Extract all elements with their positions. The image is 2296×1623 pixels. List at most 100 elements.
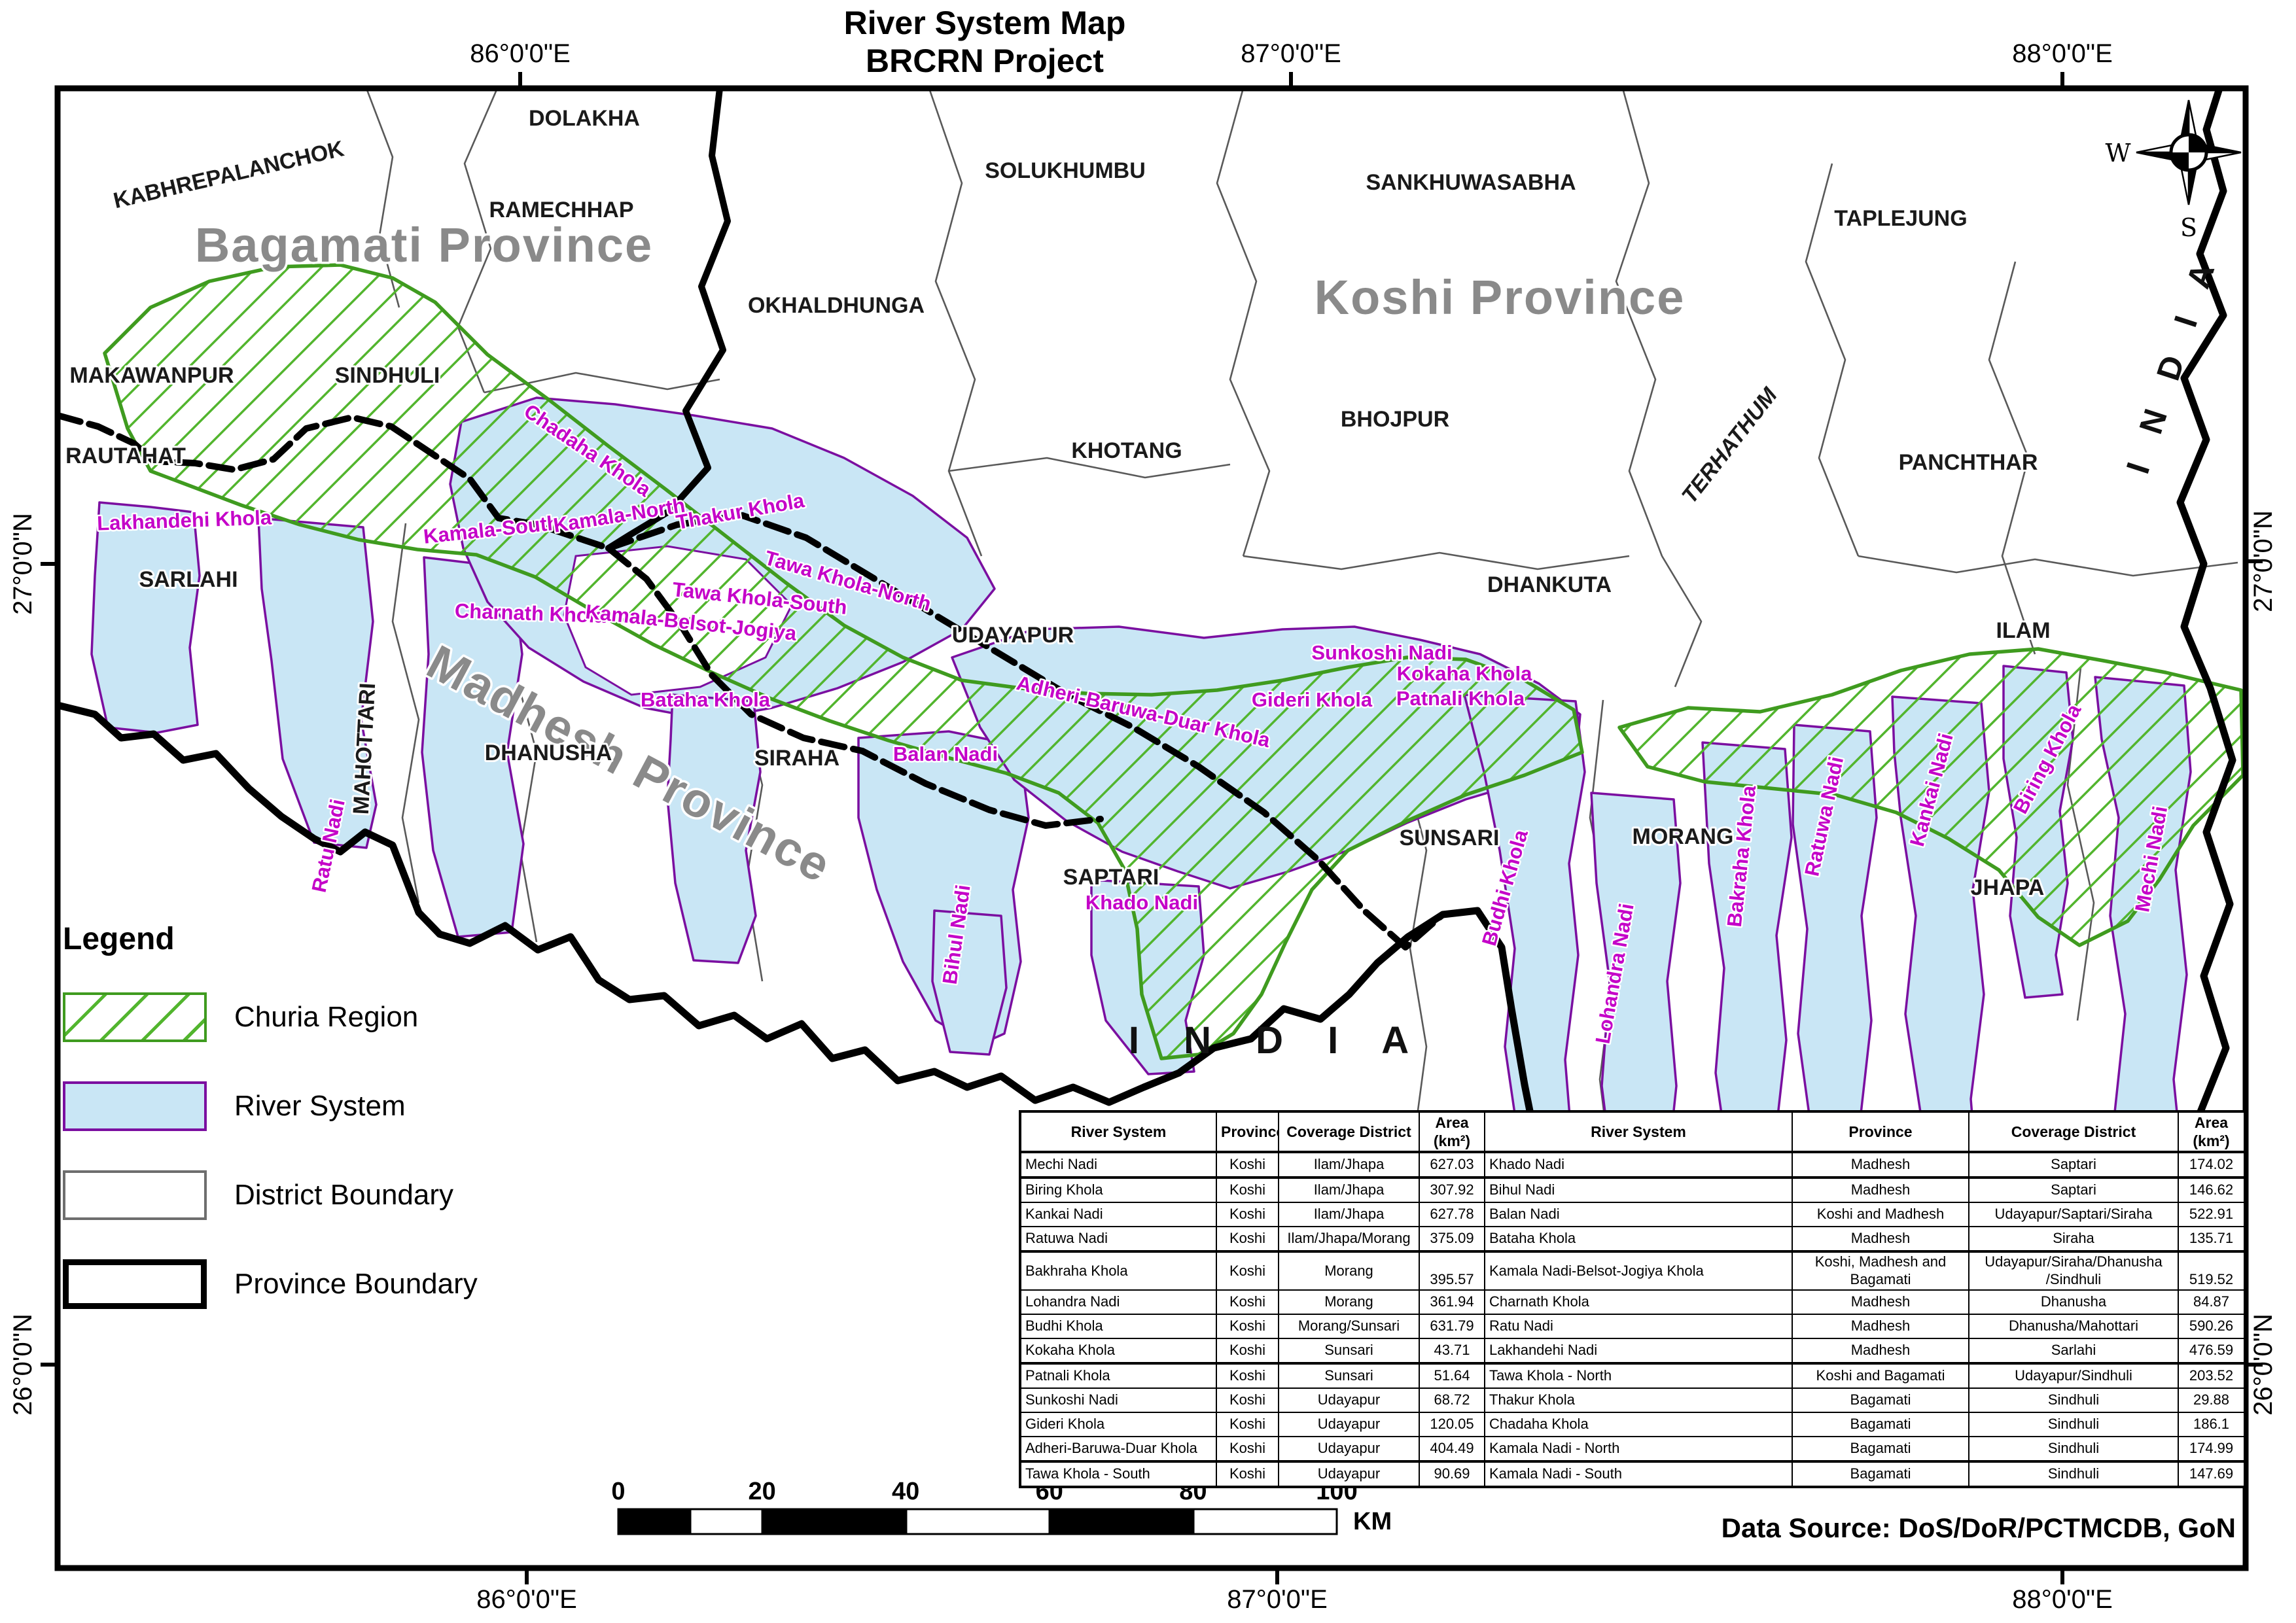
district-label: SIRAHA: [754, 746, 839, 771]
table-cell: 51.64: [1419, 1362, 1485, 1389]
table-row: Sunkoshi Nadi Koshi Udayapur 68.72 Thakur Kh…: [1019, 1387, 2246, 1413]
table-cell: 203.52: [2178, 1362, 2246, 1389]
district-boundary-swatch: [63, 1170, 207, 1220]
table-cell: 476.59: [2178, 1337, 2246, 1365]
table-row: Biring Khola Koshi Ilam/Jhapa 307.92 Bihul N…: [1019, 1177, 2246, 1204]
compass-rose: N E S W: [2105, 67, 2267, 242]
table-cell: Ilam/Jhapa: [1278, 1202, 1420, 1228]
table-cell: Thakur Khola: [1484, 1387, 1793, 1413]
latitude-label: 26°0'0"N: [2249, 1314, 2278, 1416]
data-source: Data Source: DoS/DoR/PCTMCDB, GoN: [1721, 1512, 2236, 1543]
table-cell: Madhesh: [1792, 1226, 1969, 1253]
table-cell: Morang: [1278, 1251, 1420, 1291]
scale-bar: [617, 1508, 1338, 1535]
table-cell: Madhesh: [1792, 1337, 1969, 1365]
table-header-cell: Province: [1216, 1110, 1279, 1154]
longitude-label: 88°0'0"E: [2012, 1585, 2113, 1614]
table-header-cell: Coverage District: [1278, 1110, 1420, 1154]
map-title-line2: BRCRN Project: [866, 43, 1104, 79]
district-label: MORANG: [1633, 824, 1734, 849]
district-label: TAPLEJUNG: [1834, 206, 1967, 231]
table-cell: 627.03: [1419, 1151, 1485, 1179]
table-cell: Koshi: [1216, 1151, 1279, 1179]
district-label: SOLUKHUMBU: [985, 158, 1146, 183]
table-cell: Bihul Nadi: [1484, 1177, 1793, 1204]
table-cell: Bagamati: [1792, 1411, 1969, 1437]
table-cell: Dhanusha: [1968, 1289, 2179, 1315]
district-label: PANCHTHAR: [1899, 450, 2038, 475]
table-cell: Kamala Nadi-Belsot-Jogiya Khola: [1484, 1251, 1793, 1291]
district-label: DOLAKHA: [529, 106, 640, 131]
table-row: Tawa Khola - South Koshi Udayapur 90.69 Kama…: [1019, 1460, 2246, 1488]
river-system-swatch: [63, 1081, 207, 1131]
river-label: Bataha Khola: [641, 688, 771, 711]
table-cell: Koshi: [1216, 1289, 1279, 1315]
legend-item-churia: Churia Region: [63, 991, 478, 1043]
table-cell: Koshi: [1216, 1337, 1279, 1365]
table-cell: 375.09: [1419, 1226, 1485, 1253]
table-cell: Chadaha Khola: [1484, 1411, 1793, 1437]
table-cell: Kankai Nadi: [1019, 1202, 1217, 1228]
table-cell: 68.72: [1419, 1387, 1485, 1413]
district-label: SINDHULI: [335, 363, 440, 388]
river-label: Patnali Khola: [1396, 687, 1525, 710]
legend-item-label: Province Boundary: [234, 1268, 478, 1300]
map-title: River System Map BRCRN Project: [844, 4, 1126, 80]
table-row: Mechi Nadi Koshi Ilam/Jhapa 627.03 Khado Nad…: [1019, 1151, 2246, 1179]
district-label: UDAYAPUR: [952, 623, 1074, 648]
table-cell: 404.49: [1419, 1435, 1485, 1463]
legend-item-label: River System: [234, 1090, 406, 1122]
table-row: Kankai Nadi Koshi Ilam/Jhapa 627.78 Balan Na…: [1019, 1202, 2246, 1228]
table-cell: Sunkoshi Nadi: [1019, 1387, 1217, 1413]
table-row: Bakhraha Khola Koshi Morang 395.57 Kamala Na…: [1019, 1251, 2246, 1291]
india-label: I N D I A: [1129, 1019, 1426, 1062]
table-cell: 146.62: [2178, 1177, 2246, 1204]
province-boundary-swatch: [63, 1259, 207, 1309]
table-cell: 135.71: [2178, 1226, 2246, 1253]
table-cell: Gideri Khola: [1019, 1411, 1217, 1437]
table-cell: Tawa Khola - North: [1484, 1362, 1793, 1389]
river-label: Sunkoshi Nadi: [1311, 641, 1452, 664]
table-header-row: River System Province Coverage District Are…: [1019, 1110, 2246, 1154]
map-title-line1: River System Map: [843, 5, 1126, 41]
table-cell: Bagamati: [1792, 1387, 1969, 1413]
table-cell: Tawa Khola - South: [1019, 1460, 1217, 1488]
legend-item-province: Province Boundary: [63, 1258, 478, 1310]
river-label: Kokaha Khola: [1397, 662, 1532, 685]
table-cell: 29.88: [2178, 1387, 2246, 1413]
compass-n: N: [2178, 67, 2199, 96]
table-row: Kokaha Khola Koshi Sunsari 43.71 Lakhandehi …: [1019, 1337, 2246, 1365]
table-cell: Sunsari: [1278, 1337, 1420, 1365]
table-cell: Bataha Khola: [1484, 1226, 1793, 1253]
table-cell: Lohandra Nadi: [1019, 1289, 1217, 1315]
churia-region: [103, 263, 2245, 1060]
compass-e: E: [2249, 139, 2267, 167]
scale-tick-label: 40: [892, 1478, 919, 1505]
table-cell: Koshi and Bagamati: [1792, 1362, 1969, 1389]
table-cell: Ilam/Jhapa/Morang: [1278, 1226, 1420, 1253]
table-cell: Koshi: [1216, 1177, 1279, 1204]
table-header-cell: Province: [1792, 1110, 1969, 1154]
district-label: SARLAHI: [139, 567, 238, 592]
table-cell: Dhanusha/Mahottari: [1968, 1313, 2179, 1339]
table-cell: Budhi Khola: [1019, 1313, 1217, 1339]
table-cell: Madhesh: [1792, 1289, 1969, 1315]
district-label: KHOTANG: [1071, 438, 1182, 463]
river-label: Khado Nadi: [1086, 891, 1198, 914]
table-cell: Mechi Nadi: [1019, 1151, 1217, 1179]
table-cell: Saptari: [1968, 1151, 2179, 1179]
district-label: ILAM: [1996, 618, 2050, 643]
table-row: Patnali Khola Koshi Sunsari 51.64 Tawa Khola…: [1019, 1362, 2246, 1389]
table-cell: Madhesh: [1792, 1313, 1969, 1339]
table-header-cell: Area (km²): [1419, 1110, 1485, 1154]
table-cell: Koshi, Madhesh and Bagamati: [1792, 1251, 1969, 1291]
table-cell: 519.52: [2178, 1251, 2246, 1291]
table-cell: 186.1: [2178, 1411, 2246, 1437]
table-cell: Sindhuli: [1968, 1435, 2179, 1463]
table-cell: 307.92: [1419, 1177, 1485, 1204]
legend-item-label: Churia Region: [234, 1001, 419, 1033]
table-row: Gideri Khola Koshi Udayapur 120.05 Chadaha K…: [1019, 1411, 2246, 1437]
table-cell: 43.71: [1419, 1337, 1485, 1365]
table-cell: 631.79: [1419, 1313, 1485, 1339]
